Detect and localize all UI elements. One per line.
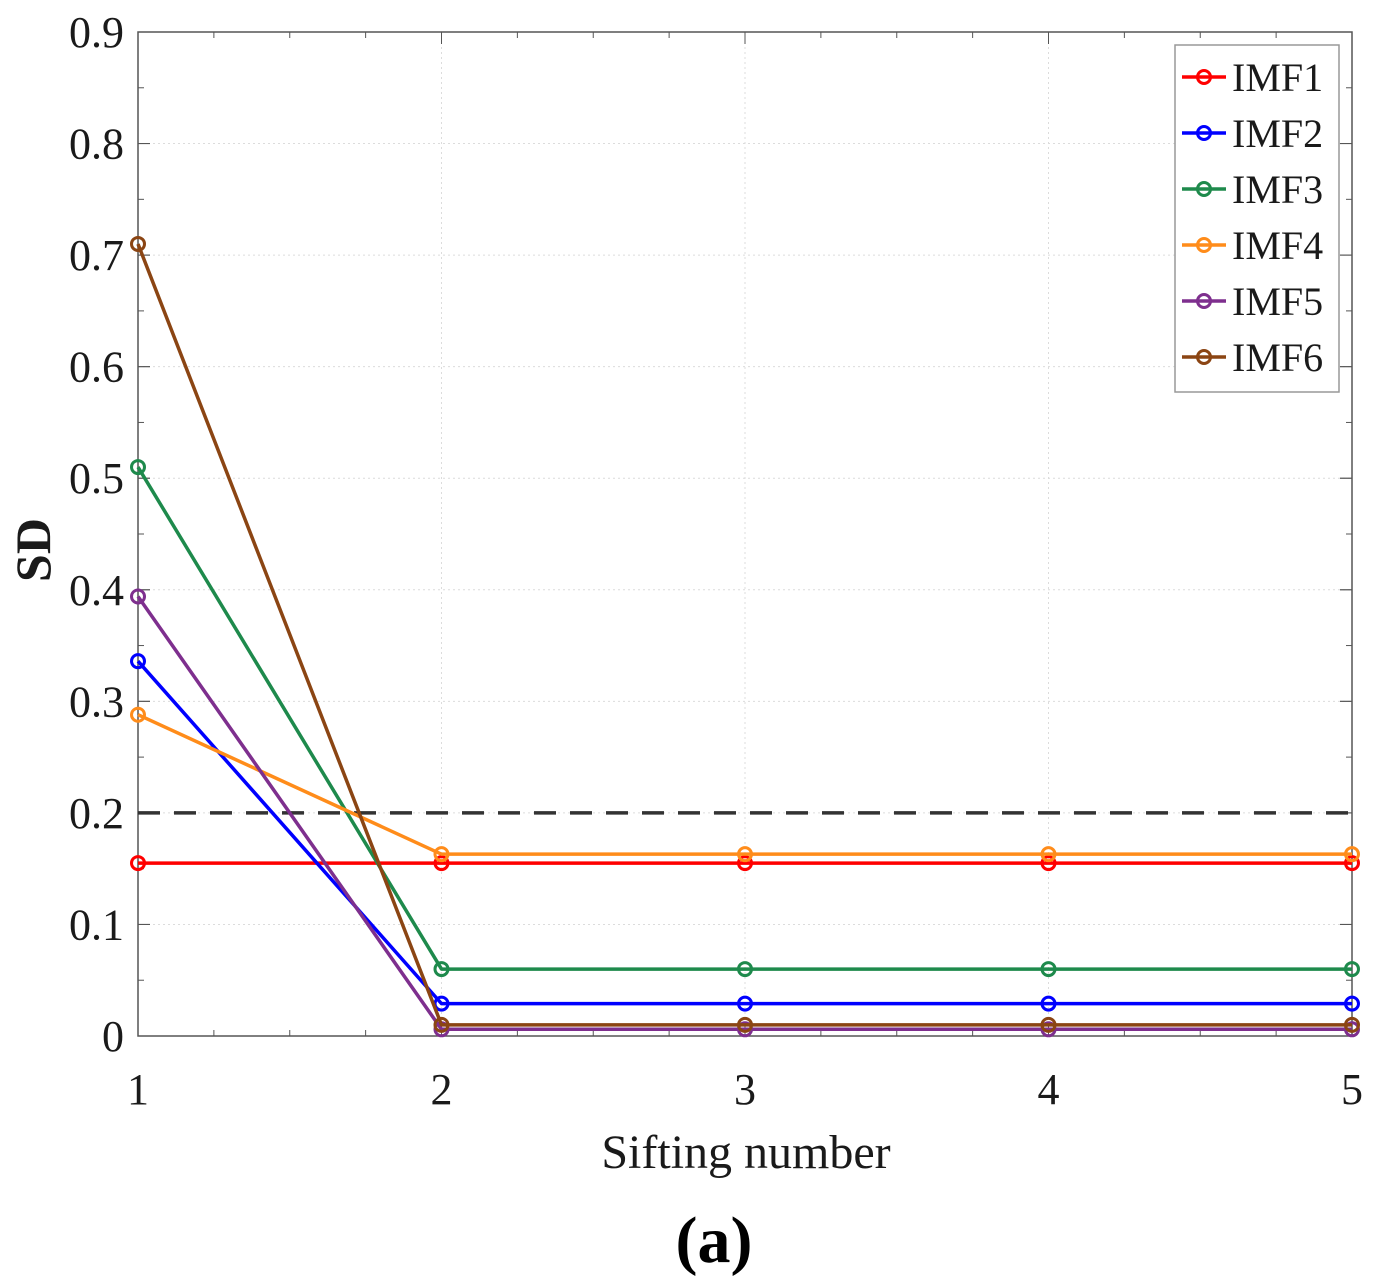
data-point-imf1 <box>1040 855 1057 872</box>
x-tick-label: 3 <box>734 1065 756 1114</box>
y-tick-label: 0 <box>102 1012 124 1061</box>
legend-swatch-marker <box>1196 125 1212 141</box>
data-point-imf1 <box>433 855 450 872</box>
y-tick-label: 0.7 <box>69 231 124 280</box>
data-point-imf4 <box>130 706 146 723</box>
data-point-imf4 <box>433 846 450 863</box>
series-line-imf2 <box>136 660 1352 1006</box>
data-point-imf6 <box>433 1016 450 1033</box>
legend-item-imf6: IMF6 <box>1182 335 1323 380</box>
y-tick-label: 0.8 <box>69 120 124 169</box>
panel-label: (a) <box>676 1204 753 1277</box>
series-imf5 <box>130 588 1360 1038</box>
series-imf4 <box>130 706 1360 863</box>
data-point-imf2 <box>737 995 753 1012</box>
series-imf1 <box>130 855 1360 872</box>
data-point-imf2 <box>1040 995 1057 1012</box>
legend-label: IMF6 <box>1232 335 1323 380</box>
data-point-imf5 <box>130 588 146 605</box>
data-point-imf4 <box>1040 846 1057 863</box>
data-point-imf3 <box>1040 961 1057 978</box>
legend-label: IMF2 <box>1232 111 1323 156</box>
legend-label: IMF4 <box>1232 223 1323 268</box>
legend-label: IMF5 <box>1232 279 1323 324</box>
y-tick-label: 0.3 <box>69 677 124 726</box>
y-tick-label: 0.4 <box>69 566 124 615</box>
legend-item-imf2: IMF2 <box>1182 111 1323 156</box>
data-point-imf2 <box>1344 995 1360 1012</box>
legend-swatch-marker <box>1196 349 1212 365</box>
y-tick-label: 0.2 <box>69 789 124 838</box>
x-tick-label: 2 <box>431 1065 453 1114</box>
legend-box <box>1174 44 1340 393</box>
series-line-imf6 <box>136 243 1352 1027</box>
y-axis-title: SD <box>5 518 61 582</box>
data-point-imf3 <box>433 961 450 978</box>
legend-items: IMF1 IMF2 IMF3 IMF4 IMF5 IMF6 <box>1182 55 1323 380</box>
series-imf6 <box>130 235 1360 1033</box>
x-axis-title: Sifting number <box>601 1126 890 1179</box>
grid <box>137 31 1353 1037</box>
series-imf3 <box>130 459 1360 978</box>
data-point-imf4 <box>737 846 753 863</box>
series-lines <box>130 235 1360 1038</box>
data-point-imf1 <box>1344 855 1360 872</box>
x-tick-label: 5 <box>1341 1065 1363 1114</box>
y-tick-labels: 0 0.1 0.2 0.3 0.4 0.5 0.6 0.7 0.8 0.9 <box>69 8 124 1061</box>
legend-item-imf1: IMF1 <box>1182 55 1323 100</box>
y-tick-label: 0.5 <box>69 454 124 503</box>
legend-swatch-marker <box>1196 69 1212 85</box>
y-tick-label: 0.1 <box>69 900 124 949</box>
data-point-imf4 <box>1344 846 1360 863</box>
y-tick-label: 0.6 <box>69 343 124 392</box>
series-line-imf5 <box>136 595 1352 1032</box>
legend: IMF1 IMF2 IMF3 IMF4 IMF5 IMF6 <box>1174 44 1340 393</box>
x-tick-labels: 1 2 3 4 5 <box>127 1065 1363 1114</box>
data-point-imf6 <box>130 235 146 252</box>
data-point-imf3 <box>1344 961 1360 978</box>
data-point-imf3 <box>737 961 753 978</box>
y-tick-label: 0.9 <box>69 8 124 57</box>
x-tick-label: 4 <box>1038 1065 1060 1114</box>
data-point-imf1 <box>737 855 753 872</box>
legend-swatch-marker <box>1196 237 1212 253</box>
data-point-imf6 <box>737 1016 753 1033</box>
x-tick-label: 1 <box>127 1065 149 1114</box>
legend-swatch-marker <box>1196 181 1212 197</box>
series-line-imf4 <box>137 713 1352 856</box>
series-line-imf3 <box>136 466 1352 971</box>
data-point-imf2 <box>130 653 146 670</box>
legend-label: IMF3 <box>1232 167 1323 212</box>
data-point-imf6 <box>1040 1016 1057 1033</box>
legend-item-imf4: IMF4 <box>1182 223 1323 268</box>
legend-item-imf3: IMF3 <box>1182 167 1323 212</box>
data-point-imf6 <box>1344 1016 1360 1033</box>
data-point-imf3 <box>130 459 146 476</box>
data-point-imf1 <box>130 855 146 872</box>
legend-label: IMF1 <box>1232 55 1323 100</box>
legend-item-imf5: IMF5 <box>1182 279 1323 324</box>
legend-swatch-marker <box>1196 293 1212 309</box>
